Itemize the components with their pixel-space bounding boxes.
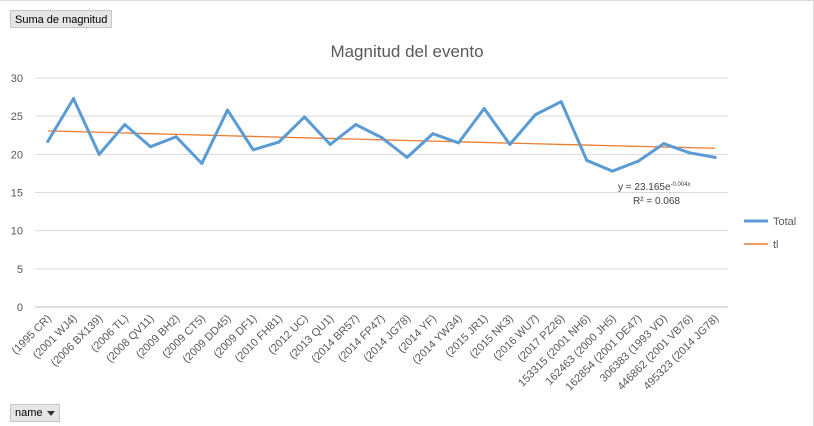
chart-title: Magnitud del evento — [330, 42, 483, 61]
legend-label-total: Total — [773, 216, 796, 228]
chevron-down-icon[interactable] — [47, 410, 55, 416]
y-tick-label: 5 — [17, 264, 23, 276]
chart-frame-top — [0, 0, 814, 1]
data-point-total — [303, 115, 306, 119]
data-point-total — [611, 169, 614, 173]
y-axis-ticks: 0 5 10 15 20 25 30 — [11, 73, 23, 314]
data-point-total — [559, 100, 563, 104]
data-point-total — [149, 145, 152, 149]
gridlines — [35, 77, 728, 308]
data-point-total — [97, 152, 101, 156]
svg-text:y = 23.165e-0.004x: y = 23.165e-0.004x — [618, 182, 691, 193]
trendline-equation-exponent: -0.004x — [671, 182, 691, 188]
data-point-total — [636, 159, 640, 163]
value-field-button[interactable]: Suma de magnitud — [10, 10, 113, 28]
y-tick-label: 30 — [11, 73, 23, 85]
trendline-equation-prefix: y = 23.165e — [618, 182, 671, 193]
y-tick-label: 15 — [11, 188, 23, 200]
series-layer — [46, 97, 717, 173]
y-tick-label: 20 — [11, 149, 23, 161]
data-point-total — [482, 107, 486, 111]
data-point-total — [508, 142, 512, 146]
data-point-total — [534, 113, 537, 117]
data-point-total — [405, 155, 409, 159]
data-point-total — [688, 151, 691, 155]
series-line-total — [46, 97, 717, 173]
trendline-r-squared: R² = 0.068 — [633, 196, 680, 207]
data-point-total — [662, 142, 666, 146]
data-point-total — [174, 135, 178, 139]
data-point-total — [328, 142, 332, 146]
data-point-total — [354, 123, 358, 127]
data-point-total — [713, 155, 717, 159]
series-line-tl — [47, 130, 716, 149]
axis-field-label: name — [15, 406, 43, 419]
y-tick-label: 25 — [11, 111, 23, 123]
data-point-total — [46, 139, 50, 143]
data-point-total — [380, 136, 383, 140]
y-tick-label: 0 — [17, 302, 23, 314]
value-field-label: Suma de magnitud — [15, 14, 108, 26]
data-point-total — [457, 141, 460, 145]
data-point-total — [200, 161, 204, 165]
data-point-total — [585, 158, 589, 162]
data-point-total — [251, 148, 255, 152]
data-point-total — [72, 97, 75, 101]
axis-field-button[interactable]: name — [10, 404, 60, 422]
data-point-total — [123, 123, 127, 127]
legend: Total tl — [744, 216, 796, 251]
data-point-total — [226, 108, 229, 112]
data-point-total — [277, 140, 281, 144]
legend-label-tl: tl — [773, 239, 779, 251]
data-point-total — [431, 132, 435, 136]
trendline-equation: y = 23.165e-0.004x R² = 0.068 — [618, 182, 691, 207]
y-tick-label: 10 — [11, 226, 23, 238]
x-axis-ticks: (1995 CR)(2001 WJ4)(2006 BX139)(2006 TL)… — [10, 313, 722, 394]
